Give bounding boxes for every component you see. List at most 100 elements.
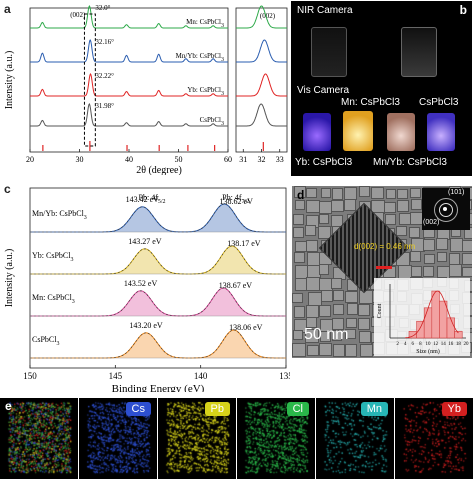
tem-nanocrystal [358,303,371,316]
vial-label-yb: Yb: CsPbCl3 [295,157,353,168]
eds-element-label: Pb [204,402,230,416]
panel-a-label: a [4,2,11,16]
xps-series-fit [30,203,286,233]
xrd-series-line [30,4,228,29]
tem-nanocrystal [371,186,384,199]
hist-xlabel: Size (nm) [416,348,440,355]
xrd-zoom-xtick-label: 31 [239,155,247,164]
xrd-frame [29,7,229,153]
xrd-peak-angle: 32.0° [95,4,110,12]
xrd-series-line [30,73,228,97]
xps-sample-label: Mn/Yb: CsPbCl3 [32,209,87,221]
hist-bar [423,307,433,339]
hist-xtick-label: 20 [464,342,470,347]
nir-camera-label: NIR Camera [297,5,353,16]
hist-xtick-label: 16 [448,342,454,347]
xps-series-fit [30,329,286,359]
xps-chart: 150 145 140 135 Binding Energy (eV) Intensity… [4,187,293,395]
eds-map-mn: Mn [316,398,394,479]
eds-map-cs: Cs [79,398,157,479]
xrd-xtick-label: 30 [76,155,84,164]
tem-nanocrystal [409,212,423,226]
tem-nanocrystal [461,252,472,265]
tem-nanocrystal [397,188,408,200]
xps-ylabel: Intensity (a.u.) [4,249,15,308]
tem-nanocrystal [320,187,331,199]
tem-nanocrystal [422,238,436,252]
xps-energy-label: 143.52 eV [124,279,158,288]
xrd-zoom-series-line [236,5,287,29]
tem-nanocrystal [358,317,371,331]
nir-vial-left [311,27,347,77]
tem-nanocrystal [359,344,373,358]
tem-nanocrystal [411,199,423,211]
hist-fit-curve [405,290,459,339]
hist-xtick-label: 18 [456,342,462,347]
tem-nanocrystal [293,305,306,318]
tem-nanocrystal [306,277,320,291]
xps-energy-label: 138.62 eV [220,197,254,206]
tem-nanocrystal [305,317,317,329]
tem-nanocrystal [293,186,306,199]
eds-map-dots [0,398,78,479]
xrd-series-label: Yb: CsPbCl3 [187,86,224,97]
xrd-main-plot: 20 30 40 50 60 2θ (degree) Intensity (a.u.) Mn:… [4,4,232,176]
tem-nanocrystal [292,292,303,304]
xrd-xtick-label: 20 [26,155,34,164]
tem-nanocrystal [359,186,370,198]
xps-energy-label: 143.42 eV [126,195,160,204]
tem-nanocrystal [292,227,304,239]
tem-nanocrystal [331,199,345,213]
hist-bar [454,330,463,339]
panel-d-label: d [297,188,305,202]
vis-vial-pure [427,113,455,151]
hist-bar [446,317,455,339]
vis-camera-label: Vis Camera [297,85,350,96]
tem-nanocrystal [423,266,434,277]
hist-xtick-label: 6 [412,342,415,347]
panel-b-photo: b NIR Camera Vis Camera Mn: CsPbCl3 CsPb… [291,1,472,176]
xrd-zoom-xtick-label: 33 [276,155,284,164]
vis-vial-yb [303,113,331,151]
hist-bar [431,290,440,339]
tem-nanocrystal [436,251,447,262]
tem-nanocrystal [318,305,331,318]
tem-nanocrystal [331,214,344,227]
eds-map-yb: Yb [395,398,473,479]
panel-e: Cs Pb Cl Mn Yb e [0,398,474,479]
eds-maps: Cs Pb Cl Mn Yb [0,398,474,479]
tem-nanocrystal [384,201,397,214]
tem-nanocrystal [410,187,421,199]
tem-nanocrystal [344,199,357,211]
tem-nanocrystal [306,240,319,252]
tem-nanocrystal [385,188,396,200]
xrd-zoom-series-line [236,103,287,127]
xrd-chart: 20 30 40 50 60 2θ (degree) Intensity (a.u.) Mn:… [4,4,288,176]
size-histogram: 2 4 6 8 10 12 14 16 18 20 Size (nm) Count [374,278,470,356]
hist-xtick-label: 14 [441,342,447,347]
lattice-spacing-label: d(002) = 0.46 nm [354,242,416,251]
tem-nanocrystal [397,199,410,212]
tem-nanocrystal [410,265,422,278]
xrd-ylabel: Intensity (a.u.) [4,51,15,110]
hist-bar [439,300,448,339]
tem-nanocrystal [332,290,345,302]
hist-xtick-label: 4 [404,342,407,347]
xrd-zoom-series-line [236,39,287,63]
tem-nanocrystal [318,264,329,275]
xps-energy-label: 138.67 eV [219,281,253,290]
hist-ylabel: Count [377,303,383,318]
xrd-xlabel: 2θ (degree) [136,165,182,175]
xrd-zoom-frame [235,7,288,153]
tem-nanocrystal [306,199,320,214]
xrd-xtick-label: 50 [175,155,183,164]
eds-map-cl: Cl [237,398,315,479]
tem-nanocrystal [305,225,317,236]
xps-energy-label: 138.06 eV [229,323,263,332]
tem-nanocrystal [410,251,422,262]
xrd-peak-label: (002) [70,11,86,19]
tem-nanocrystal [332,344,346,358]
tem-nanocrystal [358,290,373,305]
tem-nanocrystal [294,240,307,253]
